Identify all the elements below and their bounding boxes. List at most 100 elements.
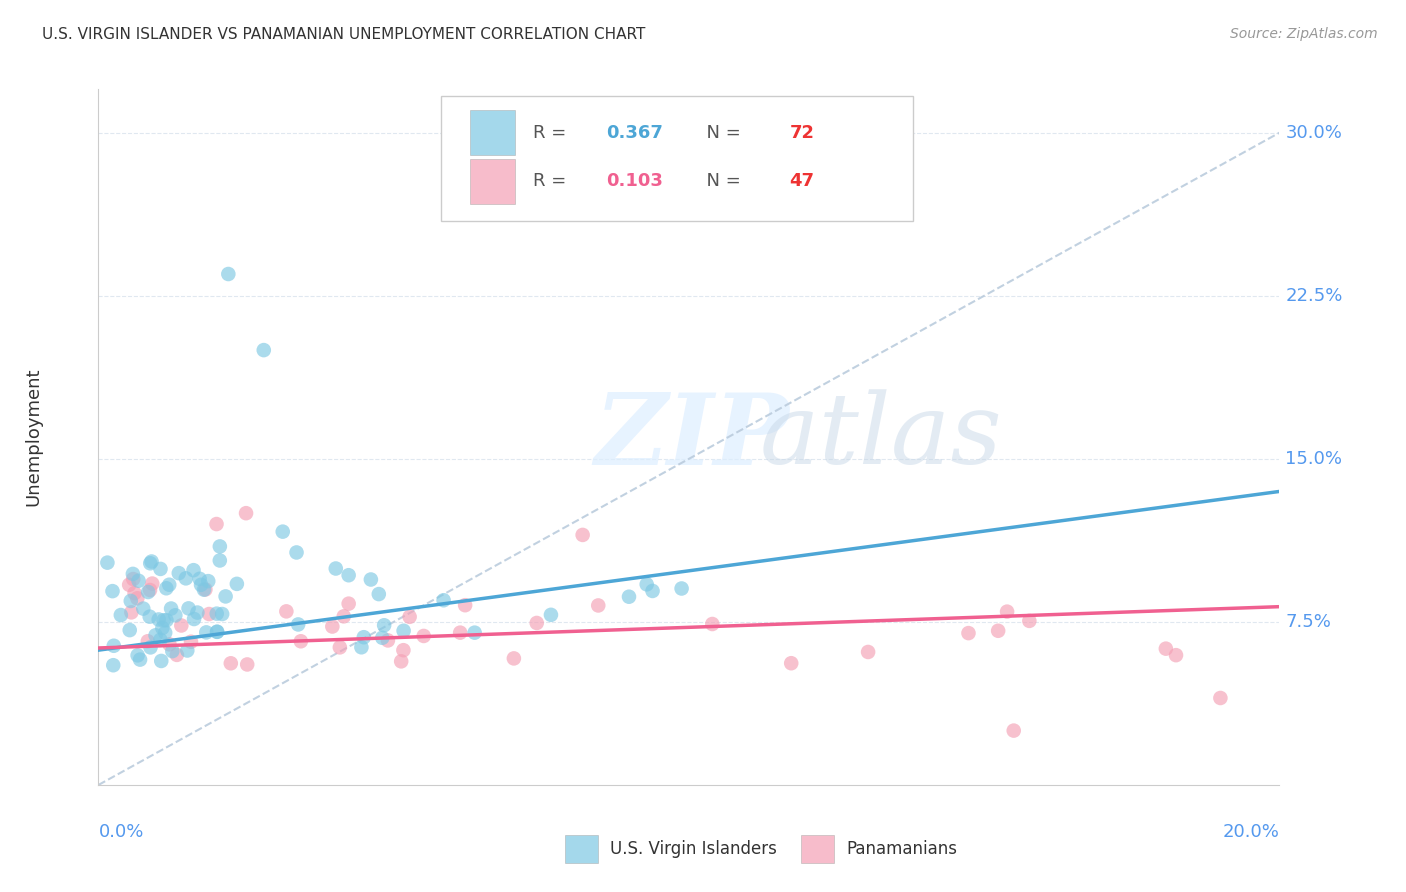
Point bbox=[138, 609, 160, 624]
Point bbox=[464, 625, 486, 640]
Text: U.S. VIRGIN ISLANDER VS PANAMANIAN UNEMPLOYMENT CORRELATION CHART: U.S. VIRGIN ISLANDER VS PANAMANIAN UNEMP… bbox=[42, 27, 645, 42]
Point bbox=[287, 617, 309, 632]
Point bbox=[285, 545, 308, 559]
Point bbox=[321, 619, 343, 633]
Point bbox=[235, 506, 257, 520]
Point bbox=[188, 572, 211, 586]
Point bbox=[176, 643, 198, 657]
FancyBboxPatch shape bbox=[441, 96, 914, 221]
Point bbox=[205, 624, 228, 639]
Point bbox=[540, 607, 562, 622]
Point bbox=[193, 582, 215, 597]
FancyBboxPatch shape bbox=[471, 159, 516, 204]
Point bbox=[198, 607, 221, 621]
Point bbox=[141, 576, 163, 591]
Point bbox=[641, 583, 664, 598]
Point bbox=[170, 618, 193, 632]
Point bbox=[617, 590, 640, 604]
Text: 22.5%: 22.5% bbox=[1285, 286, 1343, 305]
Point bbox=[392, 624, 415, 638]
Text: N =: N = bbox=[695, 172, 747, 190]
Point bbox=[398, 609, 420, 624]
Text: 20.0%: 20.0% bbox=[1223, 823, 1279, 841]
Point bbox=[205, 607, 228, 621]
Point bbox=[145, 628, 167, 642]
Point bbox=[371, 631, 394, 645]
Point bbox=[367, 587, 389, 601]
Point bbox=[149, 632, 172, 647]
Point bbox=[271, 524, 294, 539]
Point bbox=[159, 637, 181, 651]
Point bbox=[219, 657, 242, 671]
Text: 15.0%: 15.0% bbox=[1285, 450, 1343, 467]
Point bbox=[122, 572, 145, 586]
Point bbox=[148, 612, 170, 626]
Text: Panamanians: Panamanians bbox=[846, 840, 957, 858]
Point bbox=[214, 590, 236, 604]
Point bbox=[132, 601, 155, 615]
Point bbox=[120, 606, 142, 620]
Point bbox=[236, 657, 259, 672]
Point bbox=[389, 654, 412, 668]
Point bbox=[205, 624, 228, 639]
Text: R =: R = bbox=[533, 172, 572, 190]
Text: R =: R = bbox=[533, 124, 572, 142]
Point bbox=[155, 581, 177, 595]
Point bbox=[127, 648, 149, 663]
Point bbox=[195, 625, 218, 640]
Point bbox=[136, 585, 159, 599]
Text: atlas: atlas bbox=[759, 390, 1002, 484]
FancyBboxPatch shape bbox=[565, 835, 598, 863]
Point bbox=[167, 566, 190, 581]
Point bbox=[433, 593, 456, 607]
Point bbox=[412, 629, 434, 643]
Text: 72: 72 bbox=[789, 124, 814, 142]
Point bbox=[139, 640, 162, 655]
FancyBboxPatch shape bbox=[471, 110, 516, 155]
Point bbox=[325, 561, 347, 575]
Point bbox=[253, 343, 276, 357]
Point bbox=[162, 644, 184, 658]
Point bbox=[128, 574, 150, 588]
Point bbox=[856, 645, 879, 659]
Point bbox=[160, 601, 183, 615]
Text: 0.367: 0.367 bbox=[606, 124, 664, 142]
Point bbox=[139, 582, 162, 597]
Point bbox=[586, 599, 609, 613]
Point bbox=[174, 571, 197, 585]
Point bbox=[136, 634, 159, 648]
Point bbox=[153, 625, 176, 640]
Point bbox=[995, 605, 1018, 619]
Point bbox=[1209, 690, 1232, 705]
Point bbox=[103, 639, 125, 653]
Text: 47: 47 bbox=[789, 172, 814, 190]
Point bbox=[120, 594, 142, 608]
Point bbox=[150, 654, 173, 668]
Point bbox=[353, 630, 375, 644]
Point bbox=[337, 568, 360, 582]
Point bbox=[373, 618, 395, 632]
Text: 7.5%: 7.5% bbox=[1285, 613, 1331, 631]
Point bbox=[211, 607, 233, 621]
Point bbox=[139, 556, 162, 570]
Point bbox=[290, 634, 312, 648]
Point bbox=[157, 578, 180, 592]
Point bbox=[129, 652, 152, 666]
Point bbox=[166, 648, 188, 662]
Point bbox=[101, 584, 124, 599]
Point bbox=[957, 626, 980, 640]
Point bbox=[96, 556, 118, 570]
Point bbox=[636, 577, 658, 591]
Point bbox=[454, 598, 477, 612]
Point bbox=[180, 634, 202, 648]
Text: 30.0%: 30.0% bbox=[1285, 124, 1343, 142]
Text: Unemployment: Unemployment bbox=[24, 368, 42, 507]
Point bbox=[103, 658, 125, 673]
Point bbox=[225, 577, 247, 591]
Point bbox=[1002, 723, 1025, 738]
Point bbox=[186, 606, 208, 620]
FancyBboxPatch shape bbox=[801, 835, 834, 863]
Point bbox=[502, 651, 524, 665]
Point bbox=[392, 643, 415, 657]
Point bbox=[449, 625, 471, 640]
